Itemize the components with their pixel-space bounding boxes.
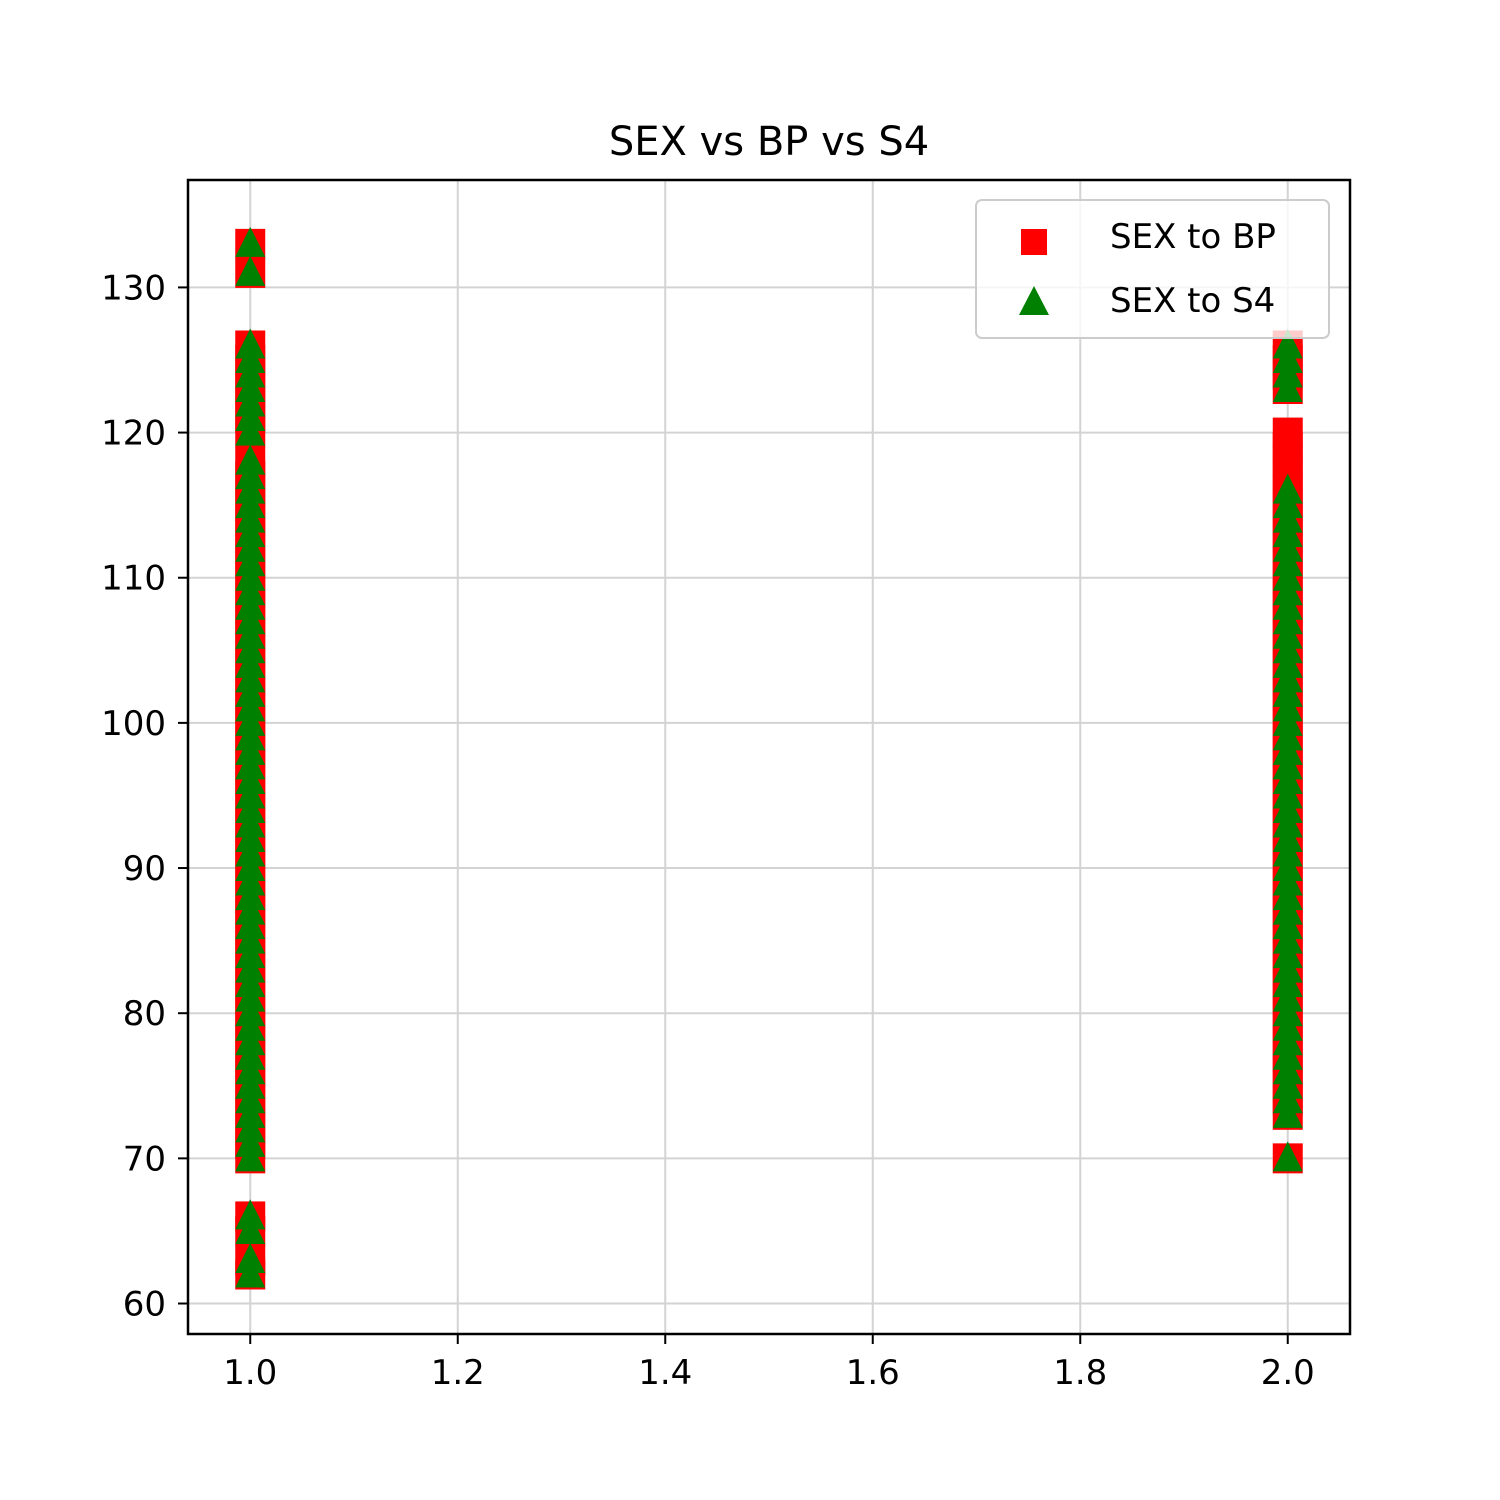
legend-marker-square [1021, 229, 1047, 255]
y-tick-label: 80 [123, 994, 166, 1034]
x-tick-label: 1.0 [223, 1353, 277, 1393]
y-tick-label: 90 [123, 849, 166, 889]
y-tick-label: 110 [101, 559, 166, 599]
plot-area-frame [186, 178, 1352, 1336]
x-tick-label: 2.0 [1261, 1353, 1315, 1393]
x-tick-label: 1.4 [638, 1353, 692, 1393]
s4-point [235, 226, 266, 257]
s4-point [235, 328, 266, 359]
s4-point [235, 255, 266, 286]
x-tick-label: 1.8 [1053, 1353, 1107, 1393]
s4-point [235, 1199, 266, 1230]
y-tick-label: 120 [101, 414, 166, 454]
y-tick-label: 70 [123, 1139, 166, 1179]
s4-point [235, 444, 266, 475]
s4-point [235, 1242, 266, 1273]
y-tick-label: 130 [101, 268, 166, 308]
legend-label-s4: SEX to S4 [1110, 281, 1275, 321]
axis-ticks: 1.0 1.2 1.4 1.6 1.8 2.0 60 70 80 90 100 110 120 130 [101, 268, 1315, 1393]
legend-box [975, 199, 1330, 339]
data-points [235, 226, 1303, 1290]
x-tick-label: 1.2 [431, 1353, 485, 1393]
s4-point [1272, 473, 1303, 504]
legend-marker-triangle [1019, 286, 1049, 315]
s4-point [1272, 1141, 1303, 1172]
y-tick-label: 100 [101, 704, 166, 744]
grid [188, 180, 1350, 1334]
legend: SEX to BP SEX to S4 [975, 199, 1330, 339]
y-tick-label: 60 [123, 1285, 166, 1325]
s4-point [1272, 328, 1303, 359]
legend-label-bp: SEX to BP [1110, 217, 1276, 257]
bp-point [1272, 417, 1303, 448]
chart-title: SEX vs BP vs S4 [609, 119, 929, 165]
x-tick-label: 1.6 [846, 1353, 900, 1393]
